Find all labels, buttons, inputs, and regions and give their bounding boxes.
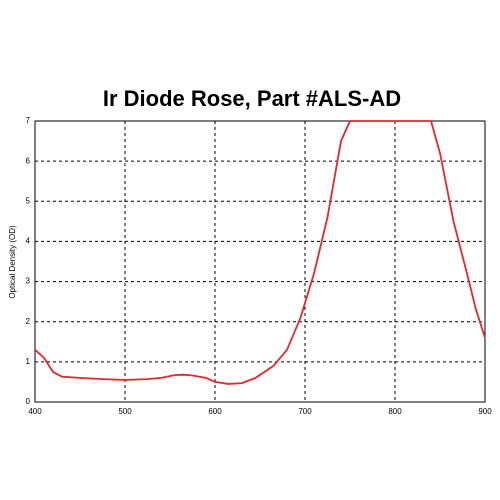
x-tick-label: 500: [118, 407, 132, 416]
y-tick-label: 4: [26, 237, 31, 246]
x-tick-label: 400: [28, 407, 42, 416]
y-axis-label: Optical Density (OD): [8, 225, 17, 299]
x-tick-label: 600: [208, 407, 222, 416]
x-tick-label: 900: [478, 407, 492, 416]
y-tick-label: 0: [26, 397, 31, 406]
y-tick-label: 7: [26, 116, 31, 125]
y-tick-label: 2: [26, 317, 31, 326]
y-tick-label: 6: [26, 156, 31, 165]
y-tick-label: 1: [26, 357, 31, 366]
chart-title: Ir Diode Rose, Part #ALS-AD: [103, 86, 401, 111]
x-tick-label: 700: [298, 407, 312, 416]
data-line: [34, 120, 486, 385]
y-tick-label: 5: [26, 196, 31, 205]
x-tick-label: 800: [388, 407, 402, 416]
y-tick-label: 3: [26, 277, 31, 286]
